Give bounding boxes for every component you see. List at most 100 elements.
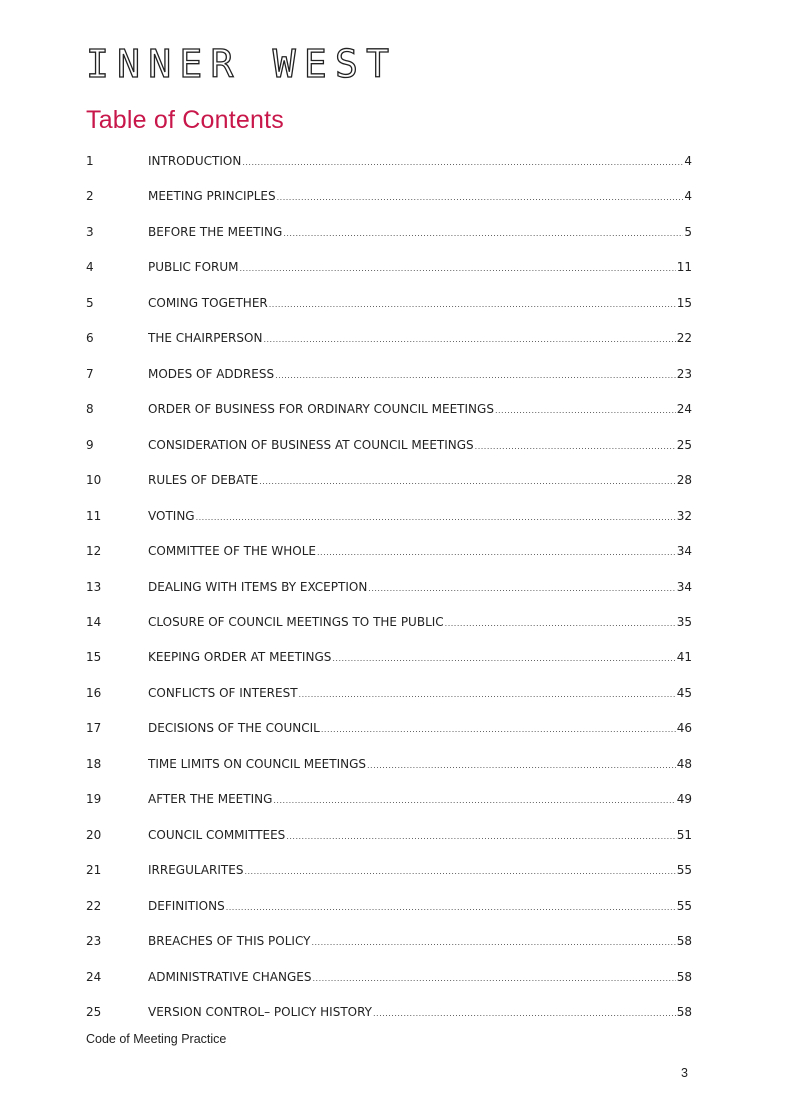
- dot-leader: [283, 229, 683, 238]
- toc-label[interactable]: RULES OF DEBATE: [148, 473, 259, 488]
- toc-number: 17: [86, 721, 102, 736]
- toc-page: 46: [676, 721, 692, 736]
- toc-page: 58: [676, 969, 692, 984]
- dot-leader: [242, 158, 683, 167]
- toc-label[interactable]: IRREGULARITES: [148, 863, 244, 878]
- dot-leader: [321, 725, 676, 734]
- dot-leader: [368, 584, 675, 593]
- toc-entry[interactable]: 8 ORDER OF BUSINESS FOR ORDINARY COUNCIL …: [86, 402, 692, 422]
- toc-label[interactable]: KEEPING ORDER AT MEETINGS: [148, 650, 332, 665]
- toc-entry[interactable]: 10 RULES OF DEBATE 28: [86, 473, 692, 493]
- toc-page: 4: [684, 154, 692, 168]
- dot-leader: [226, 903, 676, 912]
- toc-entry[interactable]: 19 AFTER THE MEETING 49: [86, 792, 692, 812]
- toc-label[interactable]: MODES OF ADDRESS: [148, 366, 275, 381]
- toc-entry[interactable]: 3 BEFORE THE MEETING 5: [86, 225, 692, 245]
- toc-label[interactable]: DEALING WITH ITEMS BY EXCEPTION: [148, 579, 368, 594]
- toc-entry[interactable]: 24 ADMINISTRATIVE CHANGES 58: [86, 970, 692, 990]
- dot-leader: [367, 761, 676, 770]
- toc-label[interactable]: ADMINISTRATIVE CHANGES: [148, 969, 312, 984]
- toc-number: 2: [86, 189, 94, 204]
- toc-number: 1: [86, 154, 94, 168]
- toc-number: 8: [86, 402, 94, 417]
- toc-page: 11: [676, 260, 692, 275]
- toc-label[interactable]: BEFORE THE MEETING: [148, 224, 283, 239]
- toc-page: 55: [676, 863, 692, 878]
- toc-number: 16: [86, 685, 102, 700]
- dot-leader: [263, 335, 675, 344]
- toc-number: 18: [86, 756, 102, 771]
- document-footer: Code of Meeting Practice: [86, 1032, 227, 1046]
- toc-page: 34: [676, 579, 692, 594]
- toc-label[interactable]: CLOSURE OF COUNCIL MEETINGS TO THE PUBLI…: [148, 614, 444, 629]
- toc-label[interactable]: CONFLICTS OF INTEREST: [148, 685, 298, 700]
- toc-label[interactable]: CONSIDERATION OF BUSINESS AT COUNCIL MEE…: [148, 437, 474, 452]
- toc-number: 6: [86, 331, 94, 346]
- toc-entry[interactable]: 25 VERSION CONTROL– POLICY HISTORY 58: [86, 1005, 692, 1025]
- dot-leader: [240, 264, 676, 273]
- toc-entry[interactable]: 5 COMING TOGETHER 15: [86, 296, 692, 316]
- toc-label[interactable]: COMING TOGETHER: [148, 295, 268, 310]
- toc-entry[interactable]: 1 INTRODUCTION 4: [86, 154, 692, 174]
- toc-label[interactable]: INTRODUCTION: [148, 154, 242, 168]
- toc-page: 55: [676, 898, 692, 913]
- toc-label[interactable]: MEETING PRINCIPLES: [148, 189, 276, 204]
- dot-leader: [259, 477, 675, 486]
- toc-page: 32: [676, 508, 692, 523]
- toc-label[interactable]: DECISIONS OF THE COUNCIL: [148, 721, 320, 736]
- dot-leader: [313, 974, 676, 983]
- toc-entry[interactable]: 14 CLOSURE OF COUNCIL MEETINGS TO THE PUB…: [86, 615, 692, 635]
- dot-leader: [269, 300, 676, 309]
- toc-number: 14: [86, 614, 102, 629]
- toc-label[interactable]: COUNCIL COMMITTEES: [148, 827, 286, 842]
- toc-number: 22: [86, 898, 102, 913]
- toc-number: 5: [86, 295, 94, 310]
- toc-number: 9: [86, 437, 94, 452]
- toc-entry[interactable]: 2 MEETING PRINCIPLES 4: [86, 189, 692, 209]
- toc-label[interactable]: ORDER OF BUSINESS FOR ORDINARY COUNCIL M…: [148, 402, 494, 417]
- toc-number: 15: [86, 650, 102, 665]
- toc-entry[interactable]: 15 KEEPING ORDER AT MEETINGS 41: [86, 650, 692, 670]
- dot-leader: [275, 371, 676, 380]
- toc-entry[interactable]: 11 VOTING 32: [86, 509, 692, 529]
- toc-label[interactable]: VERSION CONTROL– POLICY HISTORY: [148, 1005, 373, 1020]
- dot-leader: [273, 796, 675, 805]
- toc-entry[interactable]: 7 MODES OF ADDRESS 23: [86, 367, 692, 387]
- toc-number: 10: [86, 473, 102, 488]
- toc-number: 19: [86, 792, 102, 807]
- toc-entry[interactable]: 17 DECISIONS OF THE COUNCIL 46: [86, 721, 692, 741]
- toc-label[interactable]: PUBLIC FORUM: [148, 260, 239, 275]
- dot-leader: [317, 548, 676, 557]
- toc-entry[interactable]: 16 CONFLICTS OF INTEREST 45: [86, 686, 692, 706]
- toc-label[interactable]: THE CHAIRPERSON: [148, 331, 263, 346]
- toc-number: 3: [86, 224, 94, 239]
- toc-entry[interactable]: 6 THE CHAIRPERSON 22: [86, 331, 692, 351]
- toc-page: 58: [676, 934, 692, 949]
- toc-page: 58: [676, 1005, 692, 1020]
- toc-entry[interactable]: 13 DEALING WITH ITEMS BY EXCEPTION 34: [86, 580, 692, 600]
- toc-page: 49: [676, 792, 692, 807]
- toc-number: 11: [86, 508, 102, 523]
- toc-label[interactable]: DEFINITIONS: [148, 898, 225, 913]
- toc-label[interactable]: BREACHES OF THIS POLICY: [148, 934, 311, 949]
- toc-entry[interactable]: 9 CONSIDERATION OF BUSINESS AT COUNCIL ME…: [86, 438, 692, 458]
- toc-page: 45: [676, 685, 692, 700]
- toc-label[interactable]: VOTING: [148, 508, 195, 523]
- svg-text:INNER WEST: INNER WEST: [86, 44, 392, 84]
- dot-leader: [332, 654, 675, 663]
- toc-page: 4: [684, 189, 692, 204]
- toc-entry[interactable]: 18 TIME LIMITS ON COUNCIL MEETINGS 48: [86, 757, 692, 777]
- toc-entry[interactable]: 20 COUNCIL COMMITTEES 51: [86, 828, 692, 848]
- toc-page: 23: [676, 366, 692, 381]
- toc-label[interactable]: AFTER THE MEETING: [148, 792, 273, 807]
- toc-label[interactable]: TIME LIMITS ON COUNCIL MEETINGS: [148, 756, 367, 771]
- toc-entry[interactable]: 23 BREACHES OF THIS POLICY 58: [86, 934, 692, 954]
- toc-entry[interactable]: 21 IRREGULARITES 55: [86, 863, 692, 883]
- dot-leader: [373, 1009, 676, 1018]
- toc-page: 25: [676, 437, 692, 452]
- toc-entry[interactable]: 4 PUBLIC FORUM 11: [86, 260, 692, 280]
- toc-entry[interactable]: 12 COMMITTEE OF THE WHOLE 34: [86, 544, 692, 564]
- toc-entry[interactable]: 22 DEFINITIONS 55: [86, 899, 692, 919]
- toc-label[interactable]: COMMITTEE OF THE WHOLE: [148, 544, 317, 559]
- toc-number: 24: [86, 969, 102, 984]
